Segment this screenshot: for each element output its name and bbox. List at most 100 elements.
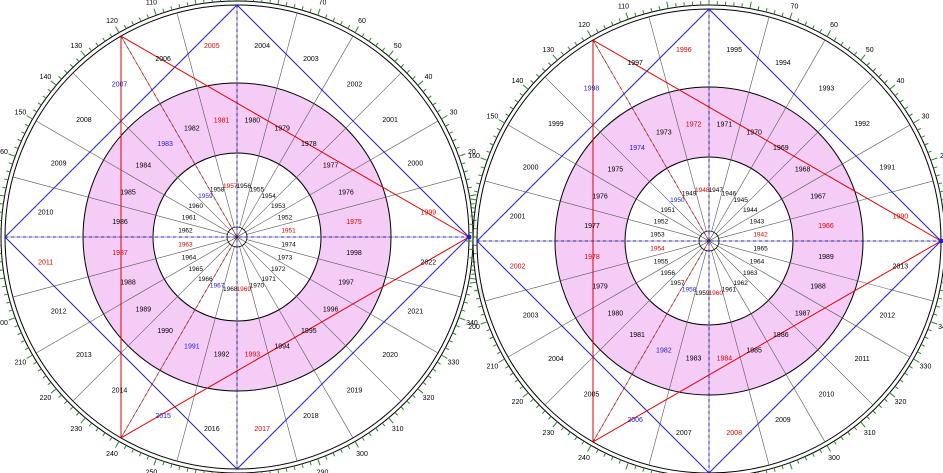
year-label: 1962 xyxy=(178,228,193,235)
year-label: 1989 xyxy=(818,254,834,261)
degree-label: 120 xyxy=(578,22,590,29)
degree-tick xyxy=(884,80,888,84)
degree-tick xyxy=(14,146,19,150)
degree-tick xyxy=(6,170,11,173)
degree-tick xyxy=(833,440,837,445)
year-label: 1970 xyxy=(746,129,762,136)
spoke-line xyxy=(507,245,701,358)
degree-tick xyxy=(42,95,47,99)
degree-tick xyxy=(354,441,359,448)
center-rosette-line xyxy=(708,235,718,242)
year-label: 1957 xyxy=(670,280,685,287)
degree-tick xyxy=(872,410,877,414)
degree-tick xyxy=(0,269,4,271)
degree-tick xyxy=(375,427,379,432)
year-label: 1998 xyxy=(346,250,362,257)
degree-tick xyxy=(514,379,519,383)
year-label: 1948 xyxy=(695,187,710,194)
year-label: 1995 xyxy=(301,328,317,335)
degree-tick xyxy=(301,6,304,11)
degree-label: 200 xyxy=(0,320,8,327)
degree-tick xyxy=(146,455,150,460)
spoke-line xyxy=(715,76,874,235)
degree-tick xyxy=(463,170,468,173)
spoke-line xyxy=(176,246,235,462)
degree-tick xyxy=(819,449,823,454)
degree-tick xyxy=(0,194,5,197)
degree-tick xyxy=(422,381,427,386)
degree-tick xyxy=(0,277,5,280)
degree-tick xyxy=(64,400,68,405)
year-label: 1993 xyxy=(819,85,835,92)
year-label: 1975 xyxy=(346,219,362,226)
degree-tick xyxy=(933,313,938,316)
year-label: 1955 xyxy=(654,258,669,265)
degree-tick xyxy=(899,99,904,103)
degree-tick xyxy=(361,436,365,441)
year-label: 1985 xyxy=(746,348,762,355)
degree-tick xyxy=(476,182,481,185)
year-label: 1952 xyxy=(654,219,669,226)
year-label: 2012 xyxy=(880,312,896,319)
spoke-line xyxy=(648,16,707,232)
degree-tick xyxy=(80,50,86,57)
degree-tick xyxy=(595,28,599,33)
degree-tick xyxy=(301,463,304,468)
year-label: 1954 xyxy=(261,193,276,200)
degree-label: 150 xyxy=(487,114,499,121)
year-label: 1961 xyxy=(182,215,197,222)
degree-tick xyxy=(476,297,481,300)
red-dashed-line xyxy=(120,236,238,439)
degree-tick xyxy=(467,186,472,189)
year-label: 1985 xyxy=(120,189,136,196)
spoke-line xyxy=(176,12,235,228)
year-label: 1978 xyxy=(301,141,317,148)
year-label: 2008 xyxy=(726,430,742,437)
degree-tick xyxy=(375,42,379,47)
degree-tick xyxy=(773,467,776,472)
degree-tick xyxy=(102,37,106,42)
year-label: 2009 xyxy=(51,161,67,168)
year-label: 1954 xyxy=(650,245,665,252)
year-label: 1987 xyxy=(795,310,811,317)
spoke-line xyxy=(35,241,229,354)
degree-tick xyxy=(530,398,534,402)
degree-tick xyxy=(474,289,479,292)
degree-tick xyxy=(939,289,943,292)
year-label: 1974 xyxy=(281,241,296,248)
year-label: 1997 xyxy=(627,60,643,67)
spoke-line xyxy=(718,243,934,302)
degree-tick xyxy=(178,465,181,470)
year-label: 1984 xyxy=(717,355,733,362)
degree-tick xyxy=(4,293,9,296)
spoke-line xyxy=(246,239,462,298)
degree-tick xyxy=(908,113,913,117)
degree-tick xyxy=(789,12,793,20)
degree-label: 150 xyxy=(15,110,27,117)
degree-tick xyxy=(749,1,752,9)
degree-tick xyxy=(567,431,571,436)
degree-tick xyxy=(796,18,800,23)
year-label: 1992 xyxy=(214,351,230,358)
spoke-line xyxy=(241,245,354,439)
center-rosette-line xyxy=(708,232,715,242)
degree-tick xyxy=(917,127,922,131)
degree-tick xyxy=(24,123,29,127)
degree-tick xyxy=(560,51,565,56)
degree-tick xyxy=(581,440,585,445)
degree-tick xyxy=(340,21,343,26)
degree-tick xyxy=(840,436,844,441)
degree-tick xyxy=(757,471,759,473)
year-label: 2021 xyxy=(408,308,424,315)
degree-label: 340 xyxy=(938,324,943,331)
year-label: 1988 xyxy=(120,280,136,287)
year-label: 1960 xyxy=(189,203,204,210)
degree-label: 340 xyxy=(466,320,478,327)
degree-tick xyxy=(847,46,851,51)
degree-tick xyxy=(519,385,524,390)
degree-tick xyxy=(920,135,925,138)
spoke-line xyxy=(239,12,298,228)
year-label: 1958 xyxy=(210,186,225,193)
degree-label: 220 xyxy=(512,399,524,406)
spoke-line xyxy=(246,176,462,235)
